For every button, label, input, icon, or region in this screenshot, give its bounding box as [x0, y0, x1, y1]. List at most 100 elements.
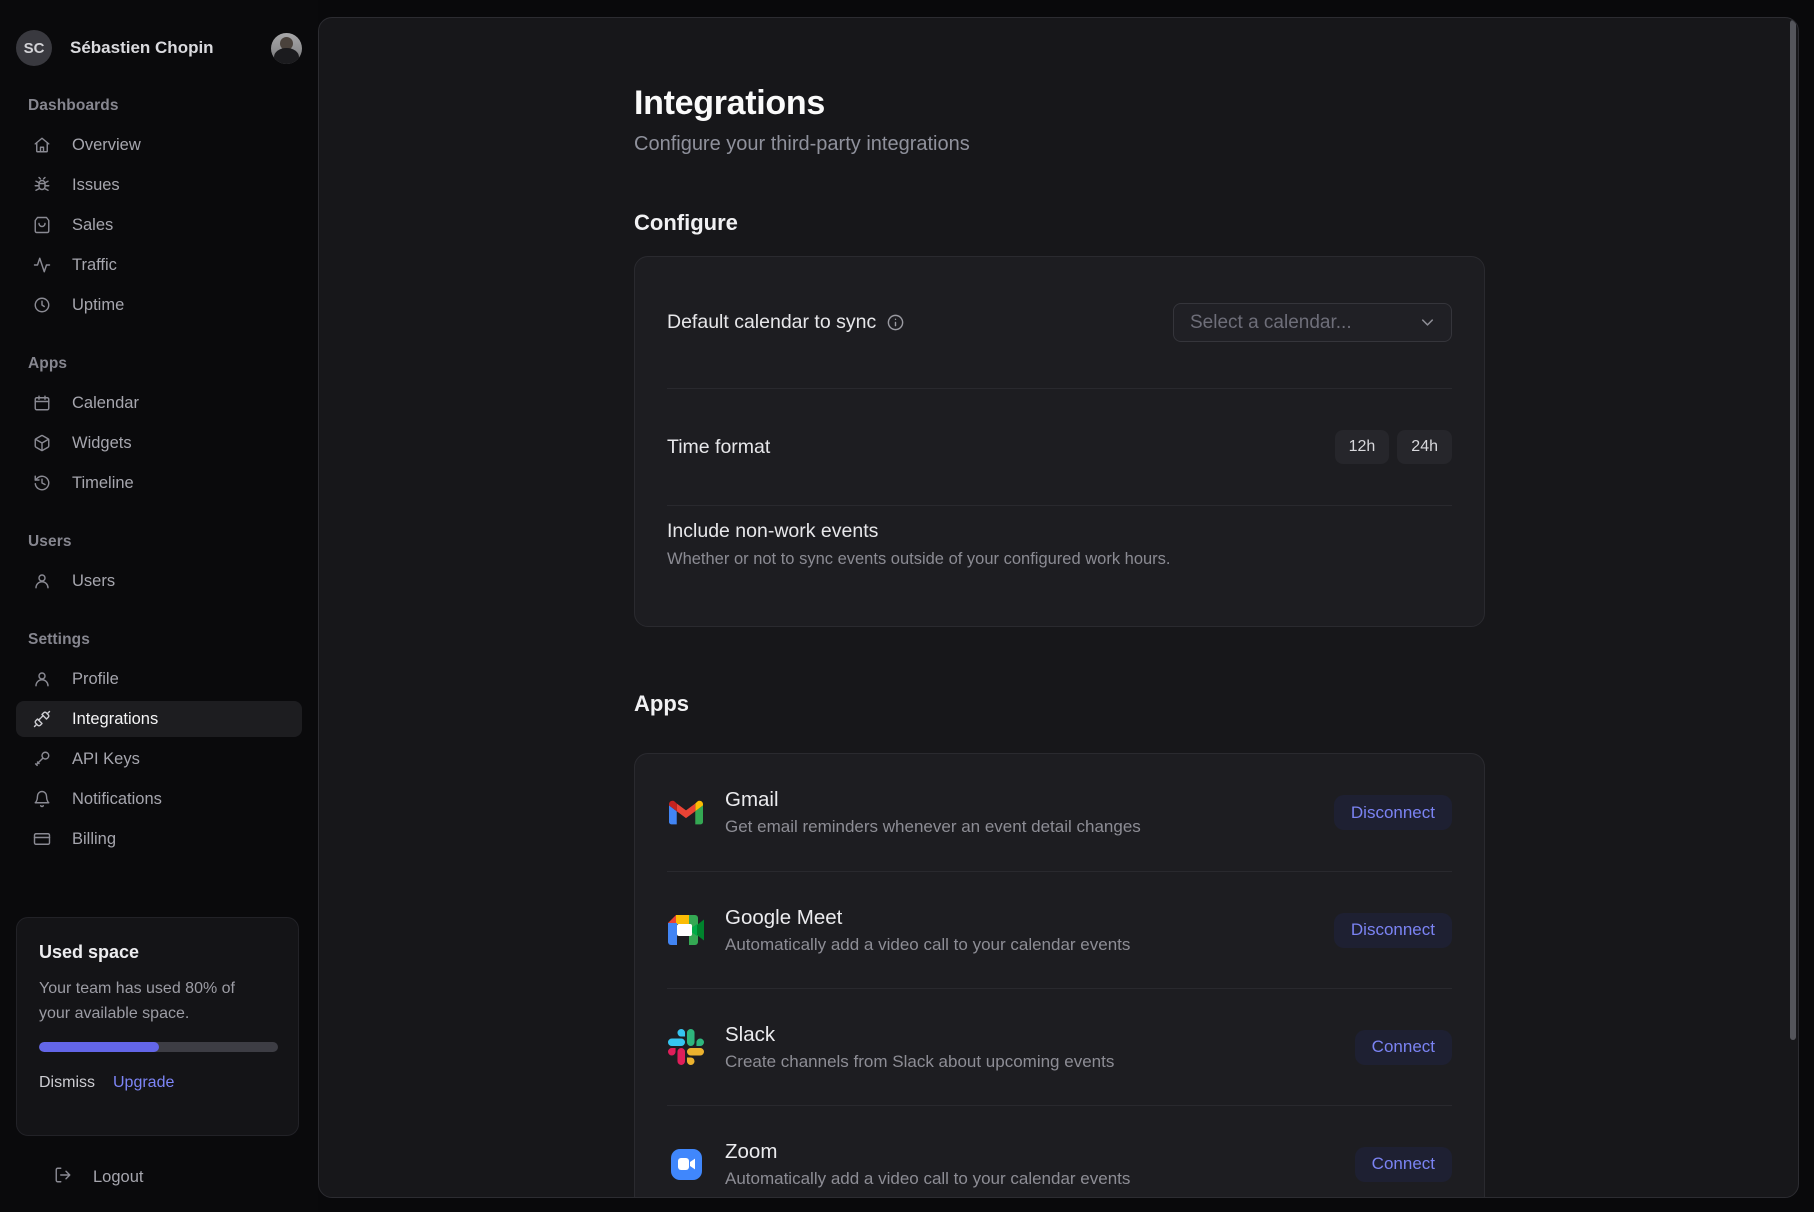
page-title: Integrations	[634, 84, 825, 122]
app-row-gmail: Gmail Get email reminders whenever an ev…	[667, 754, 1452, 871]
app-desc: Create channels from Slack about upcomin…	[725, 1051, 1115, 1071]
sidebar-item-label: Billing	[72, 829, 117, 848]
dismiss-button[interactable]: Dismiss	[39, 1074, 95, 1091]
apps-heading: Apps	[634, 691, 689, 716]
sidebar-item-label: Issues	[72, 175, 120, 194]
sidebar-item-timeline[interactable]: Timeline	[16, 465, 302, 501]
nav-section-users: Users	[28, 533, 72, 550]
used-space-card: Used space Your team has used 80% of you…	[16, 917, 299, 1136]
time-format-12h-button[interactable]: 12h	[1334, 430, 1390, 464]
key-icon	[33, 750, 51, 768]
integrations-page: Integrations Configure your third-party …	[634, 18, 1485, 1197]
gmail-icon	[667, 794, 705, 832]
logout-button[interactable]: Logout	[16, 1158, 299, 1196]
app-row-slack: Slack Create channels from Slack about u…	[667, 988, 1452, 1105]
unplug-icon	[33, 710, 51, 728]
time-format-24h-button[interactable]: 24h	[1397, 430, 1452, 464]
sidebar-item-label: Uptime	[72, 295, 125, 314]
app-desc: Get email reminders whenever an event de…	[725, 817, 1141, 836]
upgrade-button[interactable]: Upgrade	[113, 1074, 175, 1091]
nonwork-events-label: Include non-work events	[667, 520, 879, 542]
gmail-disconnect-button[interactable]: Disconnect	[1333, 795, 1452, 830]
sidebar-item-users[interactable]: Users	[16, 563, 302, 599]
slack-icon	[667, 1028, 705, 1066]
shopping-bag-icon	[33, 216, 51, 234]
info-icon[interactable]	[886, 313, 905, 332]
bell-icon	[33, 790, 51, 808]
sidebar-item-label: Integrations	[72, 709, 159, 728]
user-icon	[33, 670, 51, 688]
scrollbar-thumb[interactable]	[1790, 20, 1796, 1040]
sidebar-item-label: Overview	[72, 135, 141, 154]
nav-section-settings: Settings	[28, 631, 90, 648]
home-icon	[33, 136, 51, 154]
sidebar-item-label: Calendar	[72, 393, 139, 412]
sidebar-item-overview[interactable]: Overview	[16, 127, 302, 163]
sidebar-item-issues[interactable]: Issues	[16, 167, 302, 203]
activity-icon	[33, 256, 51, 274]
app-desc: Automatically add a video call to your c…	[725, 934, 1131, 954]
sidebar: SC Sébastien Chopin Dashboards Overview …	[0, 0, 318, 1212]
app-desc: Automatically add a video call to your c…	[725, 1168, 1131, 1188]
google-meet-icon	[667, 911, 705, 949]
used-space-body: Your team has used 80% of your available…	[39, 980, 235, 1022]
sidebar-item-billing[interactable]: Billing	[16, 821, 302, 857]
configure-heading: Configure	[634, 210, 738, 235]
calendar-icon	[33, 394, 51, 412]
sidebar-item-integrations[interactable]: Integrations	[16, 701, 302, 737]
sidebar-item-label: Sales	[72, 215, 114, 234]
nav-section-apps: Apps	[28, 355, 68, 372]
credit-card-icon	[33, 830, 51, 848]
sidebar-item-label: Users	[72, 571, 116, 590]
zoom-connect-button[interactable]: Connect	[1354, 1146, 1452, 1182]
sidebar-item-calendar[interactable]: Calendar	[16, 385, 302, 421]
user-name: Sébastien Chopin	[70, 38, 214, 57]
calendar-select[interactable]: Select a calendar...	[1173, 303, 1452, 342]
slack-connect-button[interactable]: Connect	[1354, 1029, 1452, 1065]
page-subtitle: Configure your third-party integrations	[634, 133, 970, 155]
app-name: Gmail	[725, 788, 779, 811]
sidebar-nav: Dashboards Overview Issues Sales Traffic…	[16, 97, 302, 861]
avatar-initials: SC	[16, 30, 52, 66]
app-name: Zoom	[725, 1139, 778, 1163]
chevron-down-icon	[1418, 313, 1437, 332]
user-icon	[33, 572, 51, 590]
main-panel: Integrations Configure your third-party …	[318, 17, 1799, 1198]
sidebar-item-label: Widgets	[72, 433, 132, 452]
bug-icon	[33, 176, 51, 194]
sidebar-item-notifications[interactable]: Notifications	[16, 781, 302, 817]
calendar-select-placeholder: Select a calendar...	[1190, 311, 1352, 333]
apps-card: Gmail Get email reminders whenever an ev…	[634, 753, 1485, 1197]
logout-label: Logout	[93, 1167, 144, 1186]
google-meet-disconnect-button[interactable]: Disconnect	[1333, 912, 1452, 948]
app-name: Google Meet	[725, 905, 843, 929]
sidebar-item-sales[interactable]: Sales	[16, 207, 302, 243]
logout-icon	[54, 1166, 72, 1189]
avatar-photo[interactable]	[271, 32, 302, 64]
configure-card: Default calendar to sync Select a calend…	[634, 256, 1485, 627]
sidebar-item-profile[interactable]: Profile	[16, 661, 302, 697]
sidebar-item-widgets[interactable]: Widgets	[16, 425, 302, 461]
time-format-label: Time format	[667, 435, 771, 458]
used-space-title: Used space	[39, 942, 140, 962]
nav-section-dashboards: Dashboards	[28, 97, 119, 114]
sidebar-item-uptime[interactable]: Uptime	[16, 287, 302, 323]
history-icon	[33, 474, 51, 492]
time-format-row: Time format 12h 24h	[667, 388, 1452, 505]
default-calendar-row: Default calendar to sync Select a calend…	[667, 257, 1452, 388]
cube-icon	[33, 434, 51, 452]
used-space-progress-fill	[39, 1042, 159, 1052]
app-row-google-meet: Google Meet Automatically add a video ca…	[667, 871, 1452, 988]
clock-icon	[33, 296, 51, 314]
sidebar-item-label: Traffic	[72, 255, 117, 274]
sidebar-item-traffic[interactable]: Traffic	[16, 247, 302, 283]
sidebar-item-label: Profile	[72, 669, 119, 688]
sidebar-item-label: Timeline	[72, 473, 134, 492]
app-name: Slack	[725, 1022, 776, 1046]
nonwork-events-row: Include non-work events Whether or not t…	[667, 505, 1452, 626]
sidebar-item-api-keys[interactable]: API Keys	[16, 741, 302, 777]
zoom-icon	[667, 1145, 705, 1183]
sidebar-item-label: API Keys	[72, 749, 140, 768]
user-menu[interactable]: SC Sébastien Chopin	[16, 28, 302, 68]
